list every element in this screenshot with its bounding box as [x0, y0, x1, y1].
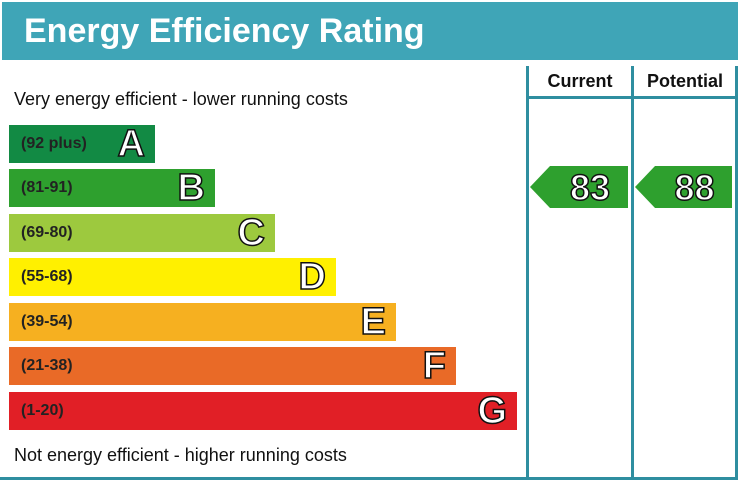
column-divider [735, 66, 738, 480]
band-letter: E [360, 300, 387, 344]
band-range: (1-20) [21, 402, 64, 419]
band-d: (55-68) D [9, 255, 336, 299]
top-caption: Very energy efficient - lower running co… [14, 89, 348, 109]
band-range: (55-68) [21, 268, 73, 285]
band-letter: G [477, 389, 508, 433]
band-letter: F [422, 344, 447, 388]
chart-title: Energy Efficiency Rating [24, 12, 425, 50]
column-divider [526, 66, 529, 480]
band-b: (81-91) B [9, 166, 215, 210]
band-f: (21-38) F [9, 344, 456, 388]
band-letter: A [117, 122, 146, 166]
current-rating-arrow: 83 [530, 166, 628, 209]
column-header-potential: Potential [646, 71, 723, 91]
bottom-caption: Not energy efficient - higher running co… [14, 445, 347, 465]
potential-rating-value: 88 [674, 166, 716, 209]
band-letter: B [177, 166, 206, 210]
band-c: (69-80) C [9, 211, 275, 255]
band-letter: C [237, 211, 266, 255]
header-banner: Energy Efficiency Rating [2, 2, 738, 60]
column-divider [631, 66, 634, 480]
band-g: (1-20) G [9, 389, 517, 433]
potential-rating-arrow: 88 [635, 166, 732, 209]
band-e: (39-54) E [9, 300, 396, 344]
bottom-border [0, 477, 738, 480]
current-rating-value: 83 [569, 166, 611, 209]
band-a: (92 plus) A [9, 122, 155, 166]
band-range: (69-80) [21, 224, 73, 241]
band-range: (81-91) [21, 179, 73, 196]
band-letter: D [298, 255, 327, 299]
band-range: (92 plus) [21, 135, 87, 152]
column-header-current: Current [547, 71, 613, 91]
band-range: (39-54) [21, 313, 73, 330]
header-row-divider [526, 96, 738, 99]
band-range: (21-38) [21, 357, 73, 374]
